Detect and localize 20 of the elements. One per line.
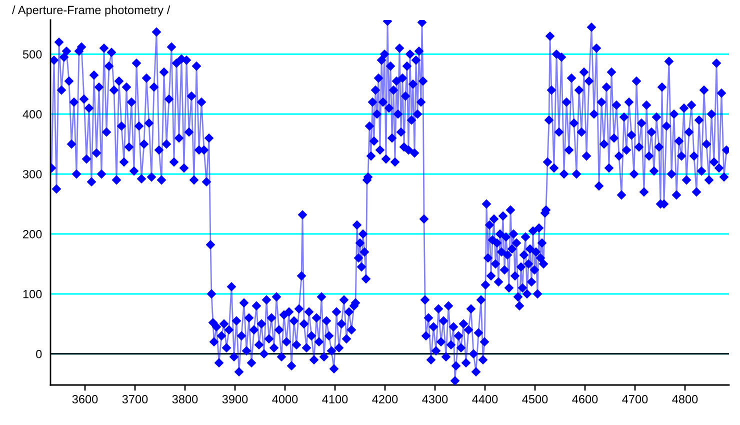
- x-tick-label: 3700: [122, 395, 148, 404]
- x-tick-label: 3900: [222, 395, 248, 404]
- y-tick-label: 500: [22, 50, 42, 59]
- x-tick-label: 4000: [272, 395, 298, 404]
- x-tick-label: 3600: [72, 395, 98, 404]
- x-tick-label: 4300: [422, 395, 448, 404]
- x-tick-label: 4100: [322, 395, 348, 404]
- x-tick-label: 4500: [522, 395, 548, 404]
- y-tick-label: 200: [23, 230, 42, 238]
- x-tick-label: 4700: [622, 395, 648, 404]
- chart-title: / Aperture-Frame photometry /: [12, 6, 170, 16]
- x-tick-label: 4400: [472, 395, 498, 404]
- x-tick-label: 4800: [672, 395, 698, 404]
- x-tick-label: 3800: [172, 395, 198, 404]
- y-tick-label: 100: [23, 290, 42, 298]
- y-tick-label: 300: [22, 170, 42, 178]
- y-tick-label: 400: [22, 110, 42, 118]
- y-tick-label: 0: [36, 350, 42, 358]
- x-tick-label: 4600: [572, 395, 598, 404]
- x-tick-label: 4200: [372, 395, 398, 404]
